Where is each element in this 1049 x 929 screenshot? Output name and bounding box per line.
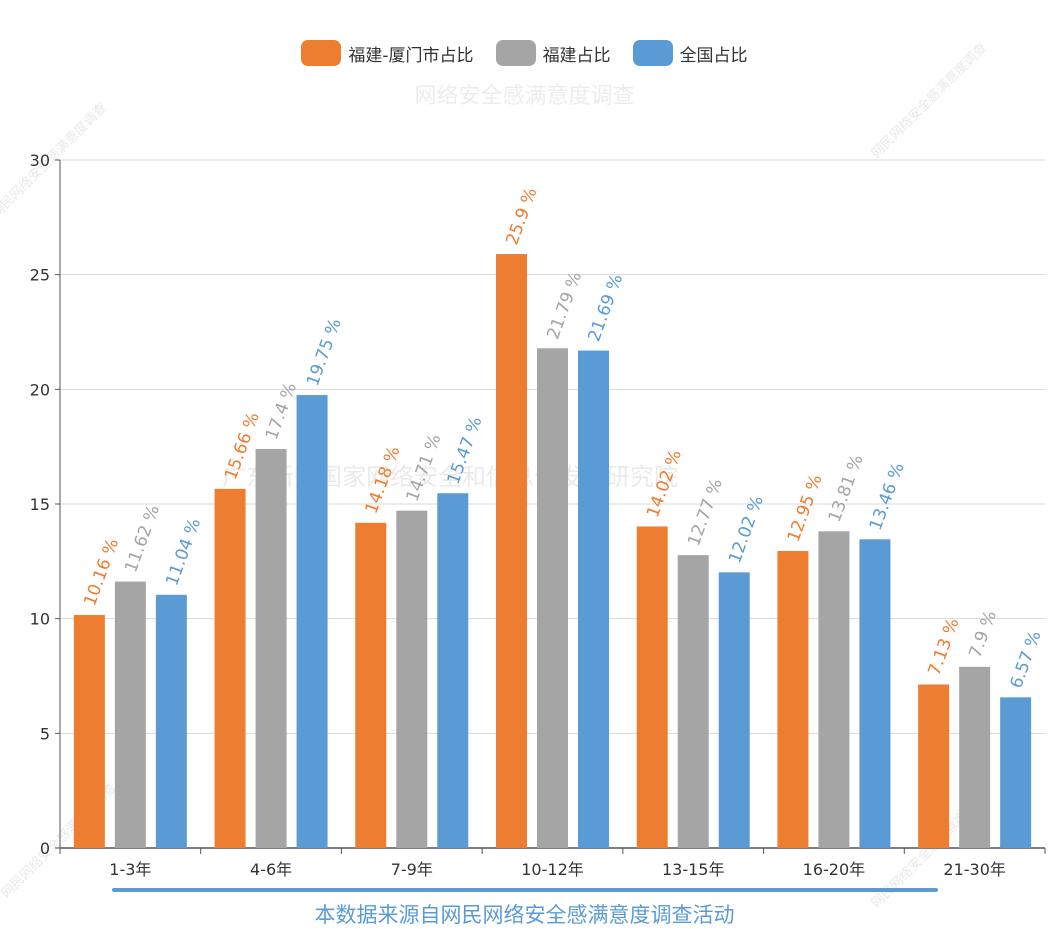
legend-label: 福建-厦门市占比 [348,45,474,66]
y-tick-label: 5 [40,724,50,743]
legend-item[interactable]: 福建-厦门市占比 [301,40,474,66]
x-tick-label: 21-30年 [943,860,1006,879]
bar [496,254,527,848]
data-label: 12.77 % [684,476,727,549]
bar [777,551,809,848]
data-label: 14.18 % [362,444,405,517]
y-tick-label: 20 [30,380,50,399]
legend-label: 福建占比 [542,45,611,66]
data-label: 25.9 % [502,185,541,248]
x-tick-label: 4-6年 [250,860,292,879]
legend-label: 全国占比 [679,45,748,66]
legend-swatch [301,40,342,66]
bar [296,395,328,848]
y-tick-label: 15 [30,495,50,514]
data-label: 15.47 % [444,414,487,487]
bar-layer [73,254,1032,848]
y-tick-label: 10 [30,610,50,629]
bar [718,572,750,848]
bar [818,531,850,848]
y-tick-label: 0 [40,839,50,858]
data-label: 11.62 % [121,502,164,575]
bar [255,448,287,848]
data-label: 14.02 % [643,447,686,520]
bar [396,510,428,848]
bar [114,581,146,848]
data-label: 13.81 % [825,452,868,525]
data-label: 19.75 % [303,316,346,389]
legend-item[interactable]: 福建占比 [495,40,611,66]
data-label: 21.69 % [584,271,627,344]
data-label: 7.13 % [925,616,964,679]
data-label: 7.9 % [966,608,1001,661]
bar [918,684,950,848]
bar [677,555,709,848]
bar [578,350,609,848]
bar [636,526,668,848]
x-tick-label: 16-20年 [803,860,866,879]
bar [959,666,991,848]
data-label: 11.04 % [162,516,205,589]
footer-source-text: 本数据来源自网民网络安全感满意度调查活动 [314,903,735,927]
bar [355,522,387,848]
bar [859,539,891,848]
y-tick-label: 30 [30,151,50,170]
bar [537,348,568,848]
chart-legend: 福建-厦门市占比 福建占比 全国占比 [0,40,1049,66]
bar [73,614,105,848]
x-tick-label: 13-15年 [662,860,725,879]
bar [155,594,187,848]
data-label: 6.57 % [1007,628,1046,691]
legend-swatch [632,40,673,66]
legend-item[interactable]: 全国占比 [632,40,748,66]
x-tick-label: 7-9年 [391,860,433,879]
bar [214,488,246,848]
x-tick-label: 1-3年 [109,860,151,879]
watermark-title: 网络安全感满意度调查 [414,84,635,109]
data-label: 13.46 % [866,460,909,533]
bar [1000,697,1032,848]
x-tick-label: 10-12年 [521,860,584,879]
bar [437,493,469,848]
data-label: 21.79 % [543,269,586,342]
footer-divider [112,888,938,892]
y-tick-label: 25 [30,266,50,285]
legend-swatch [495,40,536,66]
